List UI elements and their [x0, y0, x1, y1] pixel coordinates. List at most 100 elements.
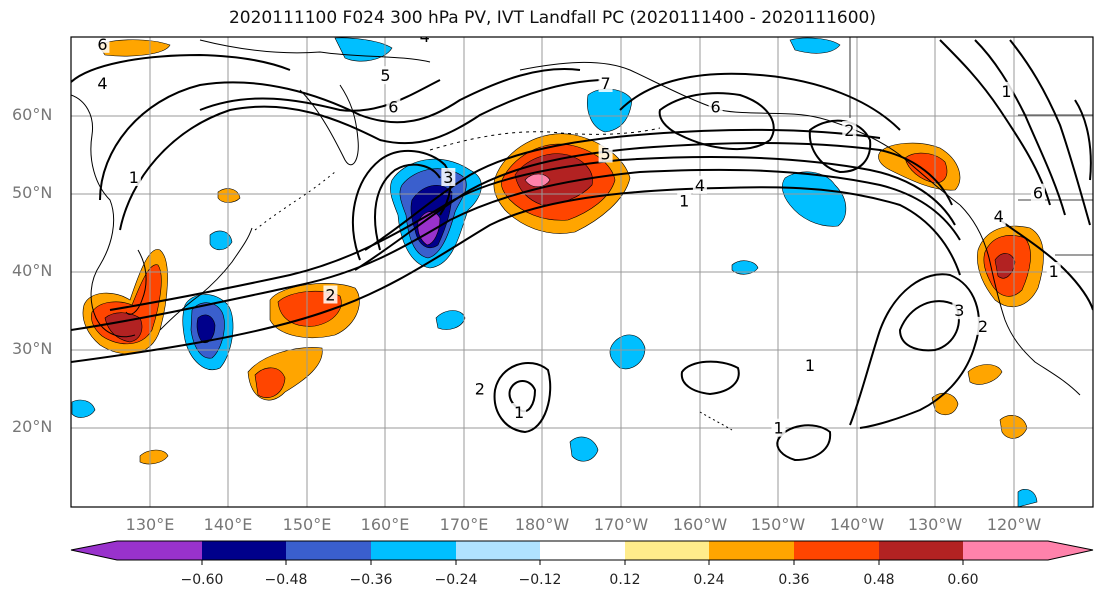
contour-label: 6: [1033, 184, 1043, 203]
colorbar-tick-label: −0.60: [180, 572, 224, 588]
contour-label: 7: [600, 74, 610, 93]
colorbar-tick-label: −0.24: [434, 572, 478, 588]
korea-coast: [125, 249, 147, 315]
colorbar: [70, 540, 1094, 565]
contour-west-coast: [999, 219, 1093, 311]
contour-label: 2: [475, 380, 485, 399]
lon-label-140w: 140°W: [829, 515, 885, 534]
positive-anomaly-small-5: [217, 188, 241, 203]
contour-north-2: [119, 79, 601, 231]
contour-label-bg: [417, 37, 432, 45]
colorbar-tick-label: 0.24: [693, 572, 725, 588]
japan-coast: [159, 227, 253, 331]
lon-label-180w: 180°W: [514, 515, 570, 534]
contour-ridge-1: [619, 72, 901, 131]
contour-label: 1: [773, 419, 783, 438]
contour-main-4: [354, 142, 953, 271]
negative-anomaly-small-5: [209, 230, 233, 251]
kuril-islands: [254, 171, 336, 231]
contour-label: 1: [1001, 82, 1011, 101]
contour-label-bg: [378, 66, 393, 85]
contour-label-bg: [323, 285, 338, 304]
contour-label-bg: [692, 175, 707, 194]
contour-ridge-3: [808, 119, 872, 174]
lon-label-140e: 140°E: [203, 515, 253, 534]
contour-label: 1: [514, 403, 524, 422]
negative-anomaly-small-1: [609, 334, 646, 370]
positive-anomaly-ridge-peak: [524, 173, 551, 188]
contour-ridge-2: [658, 92, 775, 151]
contour-small-2: [680, 360, 740, 396]
contour-label: 6: [711, 98, 721, 117]
contour-label-bg: [1030, 183, 1045, 202]
contour-label: 2: [844, 121, 854, 140]
contour-label-bg: [1046, 262, 1061, 280]
lon-label-130w: 130°W: [907, 515, 963, 534]
negative-anomaly-small-3: [569, 436, 599, 462]
contour-label-bg: [802, 356, 817, 374]
colorbar-bin-4: [371, 541, 456, 560]
lon-label-170e: 170°E: [439, 515, 489, 534]
contour-east-pacific-inner: [898, 300, 960, 352]
colorbar-tick-label: −0.12: [518, 572, 562, 588]
contour-east-pacific: [849, 273, 980, 429]
positive-anomaly-south-core: [254, 367, 286, 398]
contour-ne-1: [939, 39, 1051, 206]
colorbar-bin-1: [117, 541, 202, 560]
contour-ne-2: [974, 39, 1066, 216]
contour-trough-2: [374, 163, 441, 251]
lon-label-150w: 150°W: [750, 515, 806, 534]
positive-anomaly-bc-core: [904, 152, 948, 184]
contour-label-bg: [472, 379, 487, 398]
contour-small-1: [493, 361, 552, 434]
lat-label-40n: 40°N: [12, 261, 53, 280]
contour-label: 3: [954, 301, 964, 320]
contour-label-bg: [386, 97, 401, 116]
colorbar-bin-10: [879, 541, 963, 560]
contour-label-bg: [975, 316, 990, 335]
negative-anomaly-small-2: [435, 310, 466, 330]
colorbar-tick-marks: [201, 560, 964, 565]
north-america-coast: [959, 204, 1081, 396]
lat-label-20n: 20°N: [12, 417, 53, 436]
positive-anomaly-small-4: [967, 364, 1003, 385]
contour-label-bg: [598, 74, 613, 92]
colorbar-under-triangle: [71, 541, 117, 560]
contour-main-1: [71, 186, 961, 363]
colorbar-bin-8: [709, 541, 794, 560]
colorbar-bin-7: [625, 541, 709, 560]
colorbar-tick-label: 0.60: [947, 572, 979, 588]
colorbar-tick-label: −0.48: [264, 572, 308, 588]
contour-label-bg: [95, 37, 110, 53]
colorbar-tick-label: −0.36: [349, 572, 393, 588]
lat-label-60n: 60°N: [12, 105, 53, 124]
figure-title: 2020111100 F024 300 hPa PV, IVT Landfall…: [228, 8, 876, 28]
colorbar-over-triangle: [1048, 541, 1093, 560]
lon-label-150e: 150°E: [282, 515, 332, 534]
contour-label: 4: [420, 27, 430, 46]
contour-small-1-inner: [508, 380, 537, 413]
contour-label-bg: [677, 191, 692, 210]
contour-label: 3: [443, 168, 453, 187]
contour-main-2: [71, 168, 961, 331]
contour-label: 4: [994, 207, 1004, 226]
lon-label-160w: 160°W: [672, 515, 728, 534]
positive-anomaly-north-1: [97, 39, 171, 57]
alaska-coast: [519, 61, 961, 206]
colorbar-bin-11: [963, 541, 1048, 560]
contour-label-bg: [441, 168, 456, 186]
russia-north-coast: [199, 39, 431, 63]
contour-main-3: [109, 156, 956, 311]
contour-label: 5: [600, 145, 610, 164]
colorbar-outline: [70, 540, 1094, 561]
negative-anomaly-small-6: [71, 399, 96, 418]
contour-label-bg: [512, 403, 527, 421]
colorbar-bin-6: [540, 541, 625, 560]
map-frame: [70, 36, 1094, 508]
contour-label-bg: [842, 121, 857, 139]
negative-anomaly-small-7: [1017, 489, 1038, 507]
colorbar-bin-9: [794, 541, 879, 560]
aleutians: [429, 127, 661, 151]
